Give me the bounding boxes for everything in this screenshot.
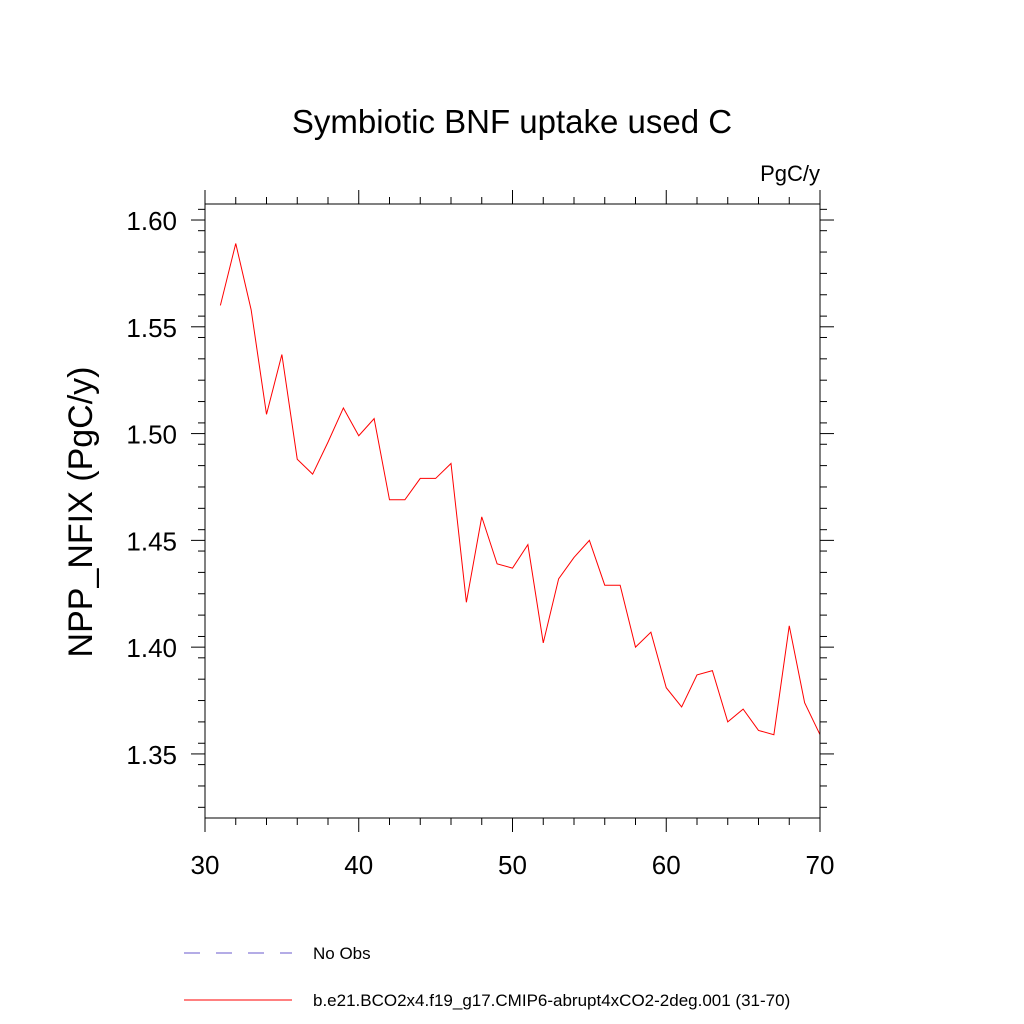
units-label: PgC/y (760, 161, 820, 186)
y-tick-label: 1.45 (126, 526, 177, 556)
legend-label: b.e21.BCO2x4.f19_g17.CMIP6-abrupt4xCO2-2… (313, 991, 790, 1010)
x-tick-label: 60 (652, 850, 681, 880)
x-tick-label: 50 (498, 850, 527, 880)
y-axis-label: NPP_NFIX (PgC/y) (62, 367, 100, 658)
axis-ticks: 30 40 50 60 70 1.35 1.40 1.45 1.50 1.55 1.60 (126, 190, 834, 880)
legend-label: No Obs (313, 944, 371, 963)
y-tick-label: 1.55 (126, 313, 177, 343)
y-tick-label: 1.40 (126, 633, 177, 663)
x-tick-label: 70 (806, 850, 835, 880)
series-line (219, 243, 821, 736)
chart-title: Symbiotic BNF uptake used C (292, 103, 732, 140)
y-tick-label: 1.60 (126, 206, 177, 236)
x-tick-label: 40 (344, 850, 373, 880)
y-tick-label: 1.35 (126, 740, 177, 770)
series-lines (219, 243, 821, 736)
x-tick-label: 30 (191, 850, 220, 880)
plot-frame (204, 203, 821, 819)
y-tick-label: 1.50 (126, 420, 177, 450)
legend: No Obs b.e21.BCO2x4.f19_g17.CMIP6-abrupt4… (184, 944, 790, 1010)
